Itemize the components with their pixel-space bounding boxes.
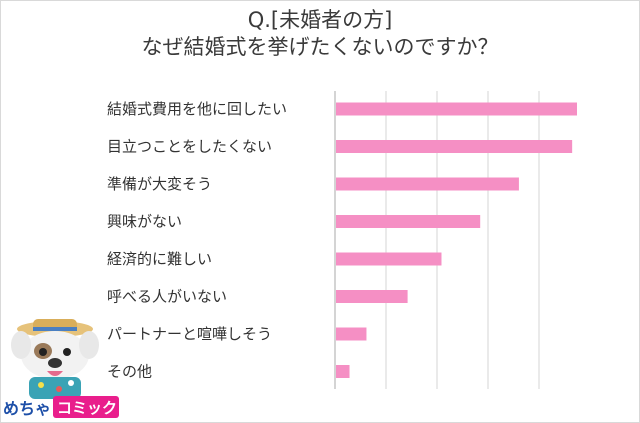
dog-mascot-image: [11, 319, 99, 399]
bar: [336, 327, 367, 341]
category-label: その他: [107, 363, 152, 381]
category-label: 経済的に難しい: [107, 250, 212, 268]
bar: [336, 177, 519, 191]
bar: [336, 252, 442, 266]
bar: [336, 215, 481, 228]
chart-title: Q.[未婚者の方] なぜ結婚式を挙げたくないのですか？: [1, 7, 639, 61]
title-line-2: なぜ結婚式を挙げたくないのですか？: [141, 35, 499, 59]
bar: [336, 102, 577, 116]
category-label: 興味がない: [107, 213, 182, 231]
category-label: 結婚式費用を他に回したい: [107, 100, 287, 118]
category-label: 準備が大変そう: [107, 175, 212, 193]
category-label: 目立つことをしたくない: [107, 138, 272, 156]
bar: [336, 290, 408, 303]
category-label: パートナーと喧嘩しそう: [107, 325, 272, 343]
mechacomic-logo: めちゃ コミック: [3, 396, 119, 418]
svg-text:コミック: コミック: [57, 399, 117, 417]
title-line-1: Q.[未婚者の方]: [247, 8, 393, 32]
svg-text:めちゃ: めちゃ: [3, 399, 51, 418]
bar: [336, 365, 350, 378]
category-label: 呼べる人がいない: [107, 288, 227, 306]
bar: [336, 140, 573, 153]
